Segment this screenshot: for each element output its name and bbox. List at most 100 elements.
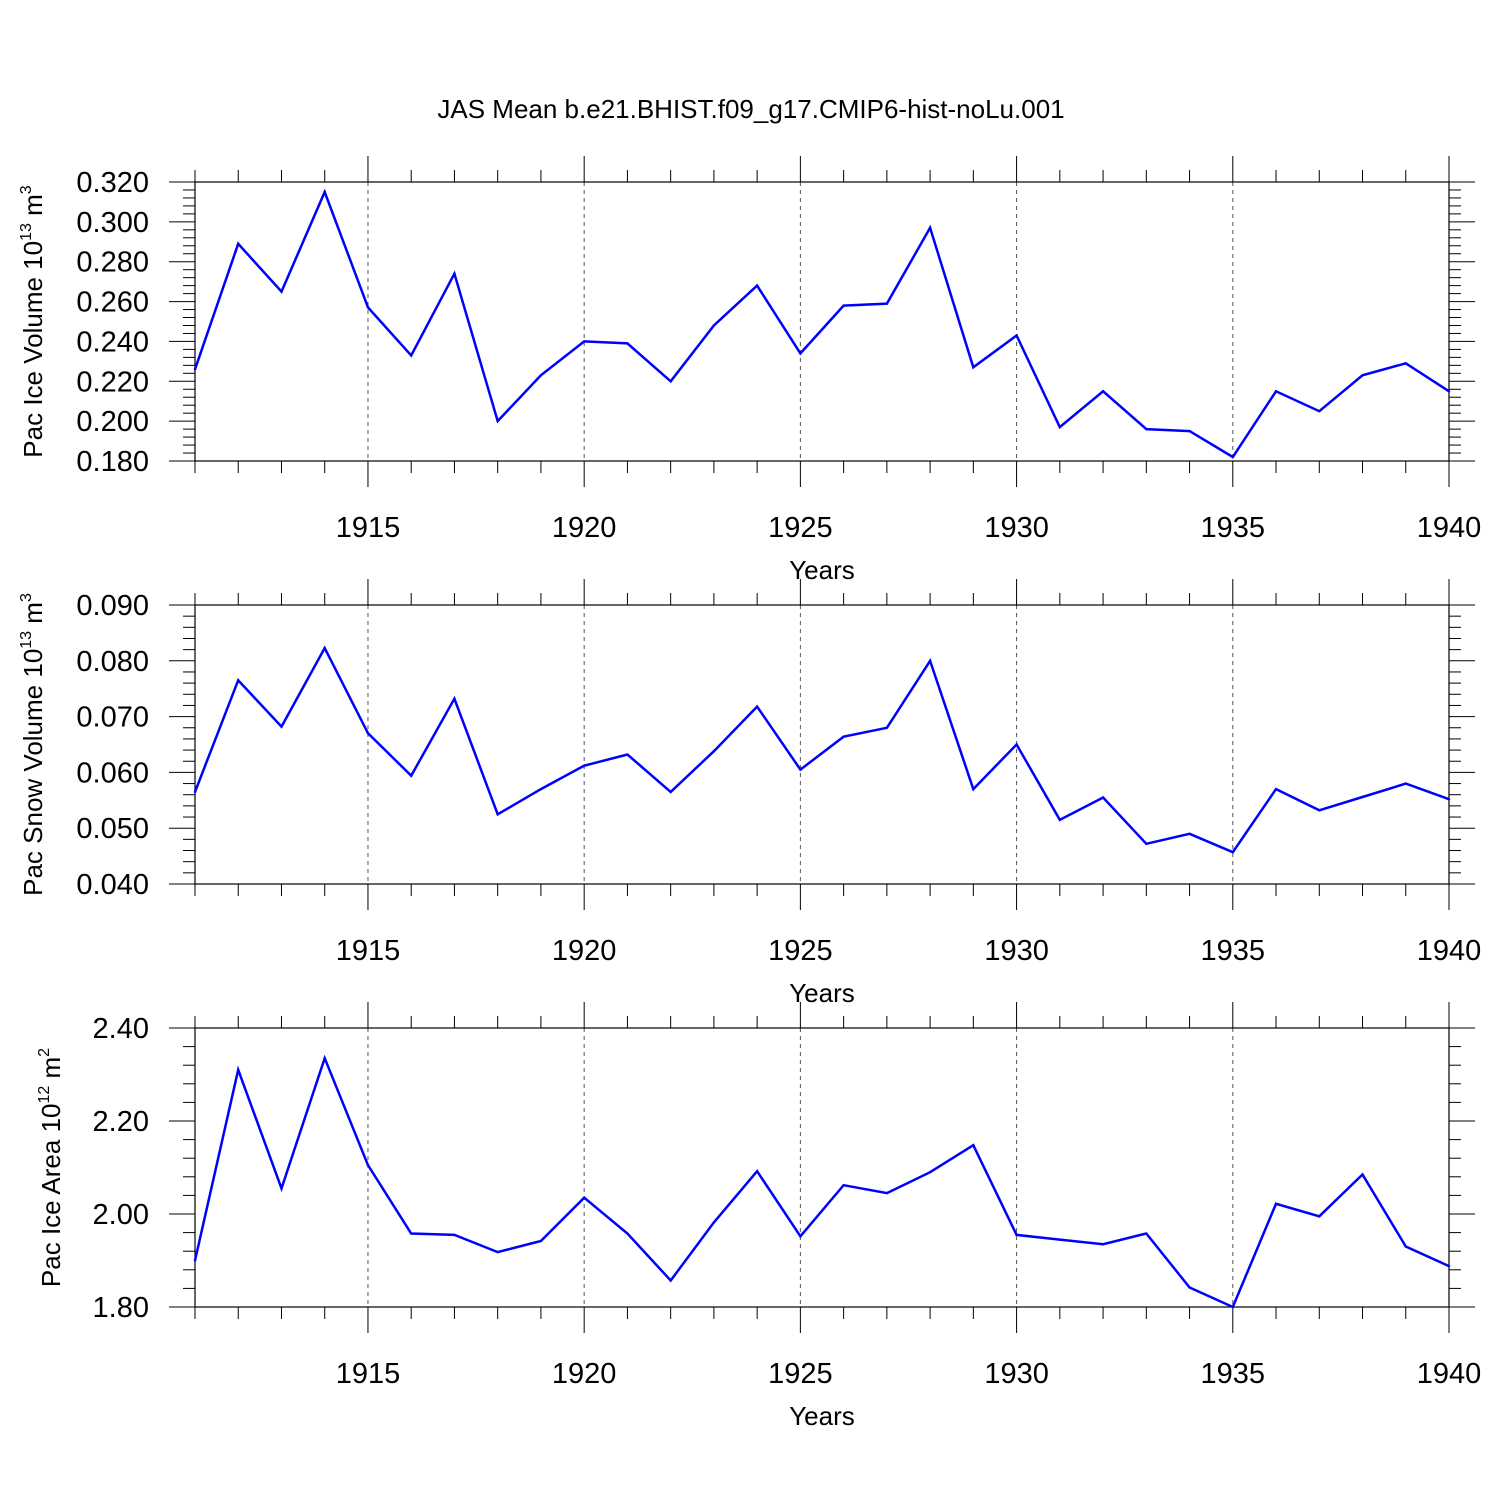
panels-container: 0.180 0.200 0.220 0.240 0.260 0.280 0.300 0.320… (18, 156, 1481, 1431)
data-point (1188, 832, 1191, 835)
data-point (1404, 1245, 1407, 1248)
y-label-exponent: 13 (18, 223, 35, 241)
data-point (496, 1250, 499, 1254)
data-point (972, 787, 975, 791)
data-point (410, 354, 413, 357)
data-point (1188, 1286, 1191, 1289)
data-point (1274, 390, 1278, 393)
data-point (755, 705, 759, 708)
data-point (1231, 850, 1234, 854)
data-point (323, 190, 326, 194)
data-point (1447, 797, 1451, 801)
y-tick-label: 0.070 (76, 702, 149, 734)
figure-title: JAS Mean b.e21.BHIST.f09_g17.CMIP6-hist-… (437, 94, 1064, 124)
y-axis-label: Pac Ice Area 1012 m2 (36, 1048, 66, 1287)
data-point (1361, 374, 1364, 377)
data-point (885, 302, 889, 305)
data-point (193, 790, 197, 794)
data-point (237, 1068, 240, 1072)
data-point (799, 1235, 802, 1238)
panel-pac-ice-area: 1.80 2.00 2.20 2.40 1915 1920 1925 1930 1935 1940… (36, 1002, 1481, 1431)
data-point (928, 659, 932, 662)
data-point (1101, 1243, 1105, 1246)
y-tick-label: 1.80 (93, 1292, 149, 1324)
data-point (453, 697, 456, 700)
y-label-main: Pac Ice Volume 10 (18, 241, 48, 458)
y-label-unit: m (18, 602, 48, 631)
data-point (842, 735, 845, 738)
data-point (280, 290, 283, 293)
y-label-unit-exponent: 2 (36, 1048, 53, 1057)
x-axis-label: Years (789, 978, 855, 1008)
data-point (712, 749, 716, 753)
x-tick-label: 1915 (336, 512, 401, 544)
data-point (928, 1170, 932, 1174)
series-line (193, 645, 1450, 854)
data-point (1404, 362, 1407, 365)
y-axis-label: Pac Snow Volume 1013 m3 (18, 593, 48, 896)
data-point (885, 1191, 889, 1195)
data-point (1058, 818, 1062, 822)
x-tick-label: 1925 (768, 1358, 833, 1390)
data-point (539, 787, 543, 791)
data-point (410, 1232, 413, 1235)
x-tick-label: 1925 (768, 935, 833, 967)
data-point (193, 368, 197, 371)
x-tick-label: 1920 (552, 1358, 617, 1390)
y-label-main: Pac Snow Volume 10 (18, 649, 48, 896)
y-tick-label: 2.40 (93, 1013, 149, 1045)
x-tick-label: 1935 (1201, 1358, 1266, 1390)
data-point (1145, 1232, 1148, 1235)
data-point (1058, 1238, 1062, 1241)
x-tick-label: 1940 (1417, 512, 1482, 544)
data-point (582, 764, 586, 767)
y-tick-label: 0.320 (76, 167, 149, 199)
data-point (885, 726, 889, 729)
data-point (799, 768, 802, 771)
plot-frame (194, 604, 1450, 885)
data-point (799, 352, 802, 355)
data-point (1188, 429, 1191, 433)
data-point (582, 1196, 586, 1199)
series-line (193, 1054, 1450, 1309)
data-point (1101, 796, 1105, 799)
y-label-main: Pac Ice Area 10 (36, 1104, 66, 1288)
data-point (237, 679, 240, 682)
y-axis-label: Pac Ice Volume 1013 m3 (18, 185, 48, 458)
data-point (755, 1170, 759, 1173)
data-point (539, 374, 543, 377)
x-axis-label: Years (789, 1401, 855, 1431)
data-point (755, 284, 759, 287)
panel-pac-snow-volume: 0.040 0.050 0.060 0.070 0.080 0.090 1915 1920 19… (18, 579, 1481, 1008)
data-point (453, 272, 456, 275)
data-point (1101, 390, 1105, 393)
data-point (1015, 743, 1018, 746)
y-tick-label: 0.080 (76, 646, 149, 678)
x-axis-label: Years (789, 555, 855, 585)
data-point (928, 226, 932, 230)
series-line (193, 188, 1450, 459)
x-tick-label: 1925 (768, 512, 833, 544)
y-tick-label: 2.20 (93, 1106, 149, 1138)
x-tick-label: 1920 (552, 935, 617, 967)
y-label-unit: m (36, 1057, 66, 1086)
data-point (1058, 425, 1062, 429)
y-tick-label: 0.040 (76, 869, 149, 901)
data-point (669, 790, 672, 794)
data-point (453, 1233, 456, 1237)
x-tick-label: 1935 (1201, 935, 1266, 967)
data-point (366, 732, 370, 735)
y-label-unit-exponent: 3 (18, 185, 35, 194)
x-tick-label: 1940 (1417, 935, 1482, 967)
x-tick-label: 1930 (984, 1358, 1049, 1390)
data-point (410, 774, 413, 777)
data-point (366, 306, 370, 309)
x-tick-label: 1915 (336, 935, 401, 967)
data-point (280, 725, 283, 728)
data-point (1145, 427, 1148, 431)
panel-pac-ice-volume: 0.180 0.200 0.220 0.240 0.260 0.280 0.300 0.320… (18, 156, 1481, 585)
y-tick-label: 0.240 (76, 326, 149, 358)
data-point (582, 340, 586, 343)
x-tick-label: 1915 (336, 1358, 401, 1390)
